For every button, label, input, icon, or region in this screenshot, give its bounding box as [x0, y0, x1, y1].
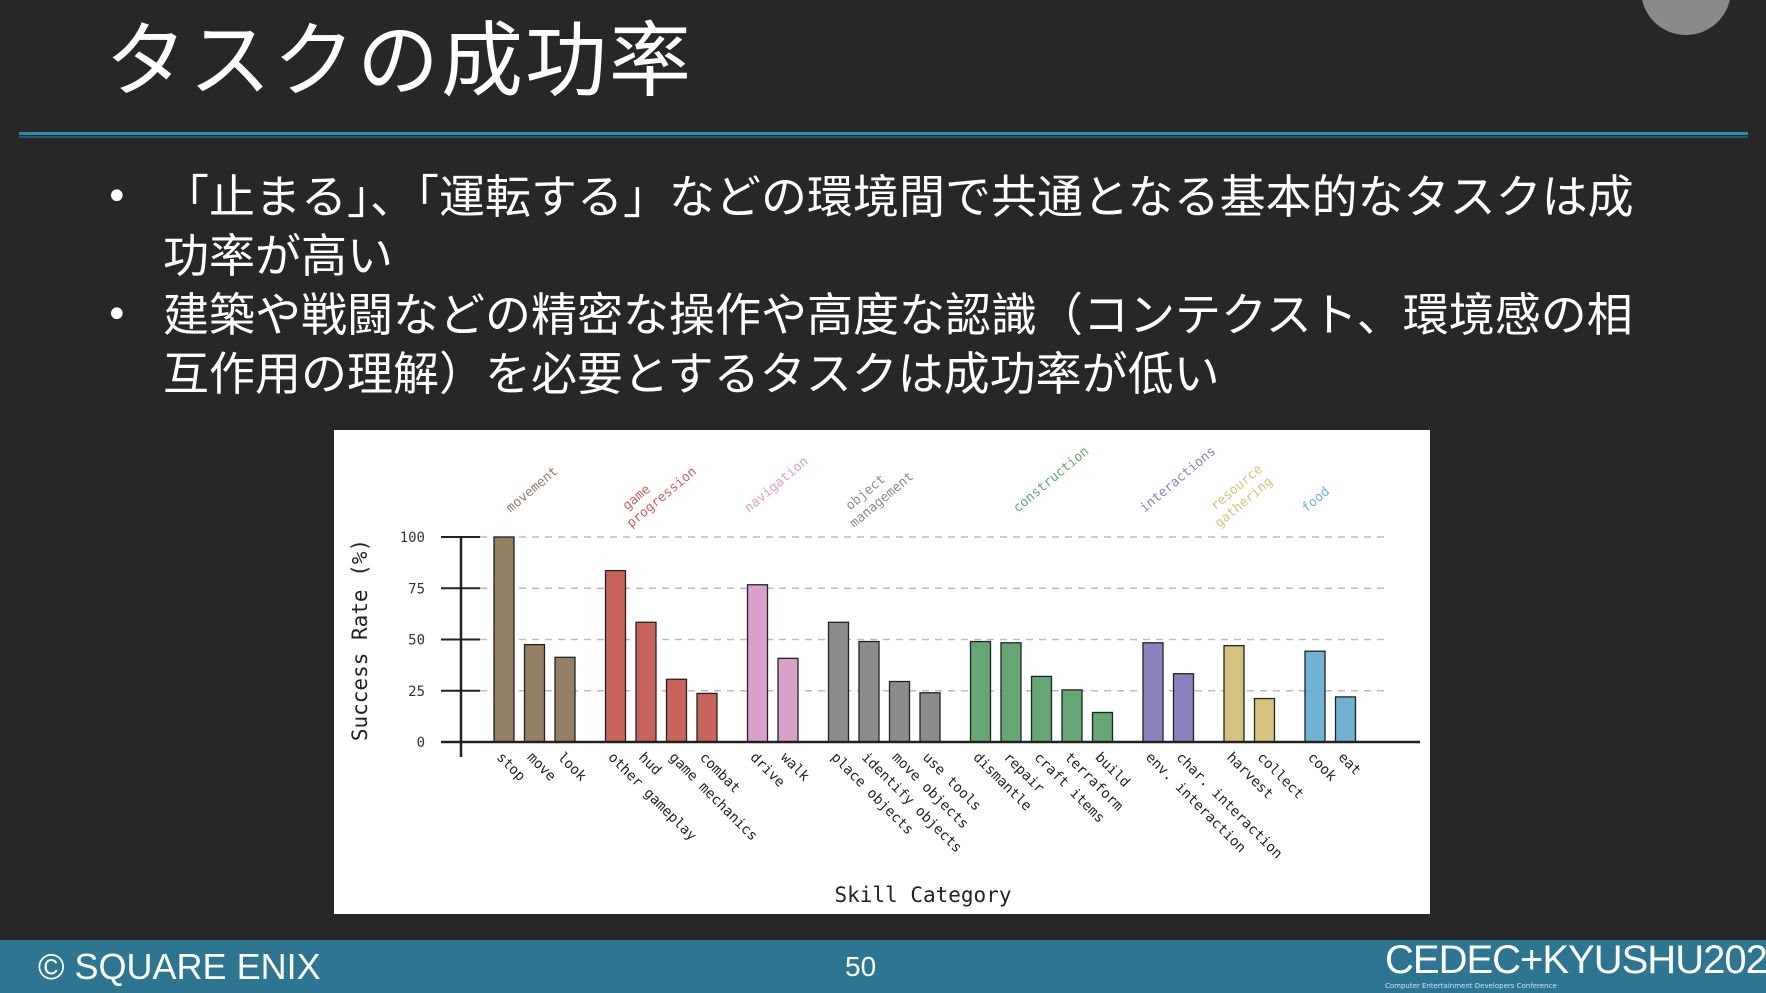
- logo-subtitle: Computer Entertainment Developers Confer…: [1385, 982, 1557, 990]
- group-label-food: food: [1299, 484, 1333, 516]
- bar-repair: [1000, 642, 1022, 743]
- success-rate-chart: Success Rate (%) Skill Category 0 25 50 75 1…: [334, 430, 1430, 914]
- copyright-text: © SQUARE ENIX: [38, 946, 321, 987]
- bar-collect: [1253, 697, 1276, 743]
- x-tick-label: look: [554, 750, 590, 786]
- bar-walk: [777, 657, 799, 743]
- bar-eat: [1334, 696, 1357, 743]
- title-divider: [19, 132, 1748, 135]
- group-label-line: navigation: [742, 454, 812, 516]
- bar-use-tools: [919, 692, 941, 743]
- bar-move-objects: [888, 680, 911, 743]
- bar-hud: [635, 621, 657, 743]
- title-divider-shadow: [19, 136, 1748, 138]
- bar-move: [523, 643, 546, 743]
- bar-cook: [1304, 650, 1326, 743]
- bar-terraform: [1061, 689, 1083, 743]
- presenter-control-circle[interactable]: [1641, 0, 1731, 35]
- group-label-line: movement: [504, 464, 562, 516]
- bullet-item: • 建築や戦闘などの精密な操作や高度な認識（コンテクスト、環境感の相互作用の理解）…: [105, 286, 1645, 404]
- y-axis-label: Success Rate (%): [348, 539, 372, 741]
- bullet-list: • 「止まる」、「運転する」などの環境間で共通となる基本的なタスクは成功率が高い …: [105, 168, 1645, 404]
- bar-game-mechanics: [665, 678, 688, 743]
- bar-look: [554, 656, 576, 743]
- group-label-line: construction: [1011, 444, 1093, 516]
- bar-drive: [746, 584, 769, 743]
- group-label-interactions: interactions: [1137, 444, 1219, 516]
- bar-dismantle: [969, 640, 992, 743]
- bullet-dot-icon: •: [105, 174, 129, 220]
- y-tick-label: 75: [408, 581, 425, 597]
- bullet-text: 建築や戦闘などの精密な操作や高度な認識（コンテクスト、環境感の相互作用の理解）を…: [163, 288, 1633, 401]
- cedec-kyushu-logo: CEDEC+KYUSHU2025: [1385, 938, 1766, 982]
- group-label-line: interactions: [1137, 444, 1219, 516]
- bar-harvest: [1223, 644, 1245, 743]
- y-tick-label: 100: [400, 530, 425, 546]
- x-tick-label: move: [524, 750, 559, 785]
- y-tick-label: 0: [417, 735, 425, 751]
- x-tick-label: eat: [1335, 750, 1364, 779]
- group-label-movement: movement: [504, 464, 562, 516]
- bar-build: [1091, 711, 1114, 743]
- group-label-navigation: navigation: [742, 454, 812, 516]
- bar-env-interaction: [1142, 642, 1164, 743]
- bar-other-gameplay: [604, 569, 627, 743]
- bar-stop: [493, 536, 515, 743]
- bar-craft-items: [1030, 675, 1053, 743]
- bullet-dot-icon: •: [105, 292, 129, 338]
- group-label-resource-gathering: resourcegathering: [1202, 462, 1276, 531]
- group-label-game-progression: gameprogression: [614, 452, 700, 531]
- slide-title: タスクの成功率: [105, 14, 694, 109]
- chart-canvas: Success Rate (%) Skill Category 0 25 50 75 1…: [348, 444, 1420, 907]
- x-tick-label: stop: [493, 750, 528, 785]
- bar-identify-objects: [858, 640, 880, 743]
- bar-place-objects: [827, 621, 850, 743]
- x-tick-label: cook: [1304, 750, 1340, 786]
- y-tick-label: 50: [408, 633, 425, 649]
- page-number: 50: [845, 951, 877, 982]
- footer-bar: © SQUARE ENIX 50 CEDEC+KYUSHU2025 Comput…: [0, 940, 1766, 993]
- bar-char-interaction: [1172, 673, 1195, 743]
- group-label-object-management: objectmanagement: [837, 457, 917, 531]
- group-label-construction: construction: [1011, 444, 1093, 516]
- group-label-line: food: [1299, 484, 1333, 516]
- bullet-text: 「止まる」、「運転する」などの環境間で共通となる基本的なタスクは成功率が高い: [163, 170, 1634, 283]
- bullet-item: • 「止まる」、「運転する」などの環境間で共通となる基本的なタスクは成功率が高い: [105, 168, 1645, 286]
- bar-combat: [696, 692, 718, 743]
- x-axis-label: Skill Category: [834, 883, 1011, 907]
- y-tick-label: 25: [408, 684, 425, 700]
